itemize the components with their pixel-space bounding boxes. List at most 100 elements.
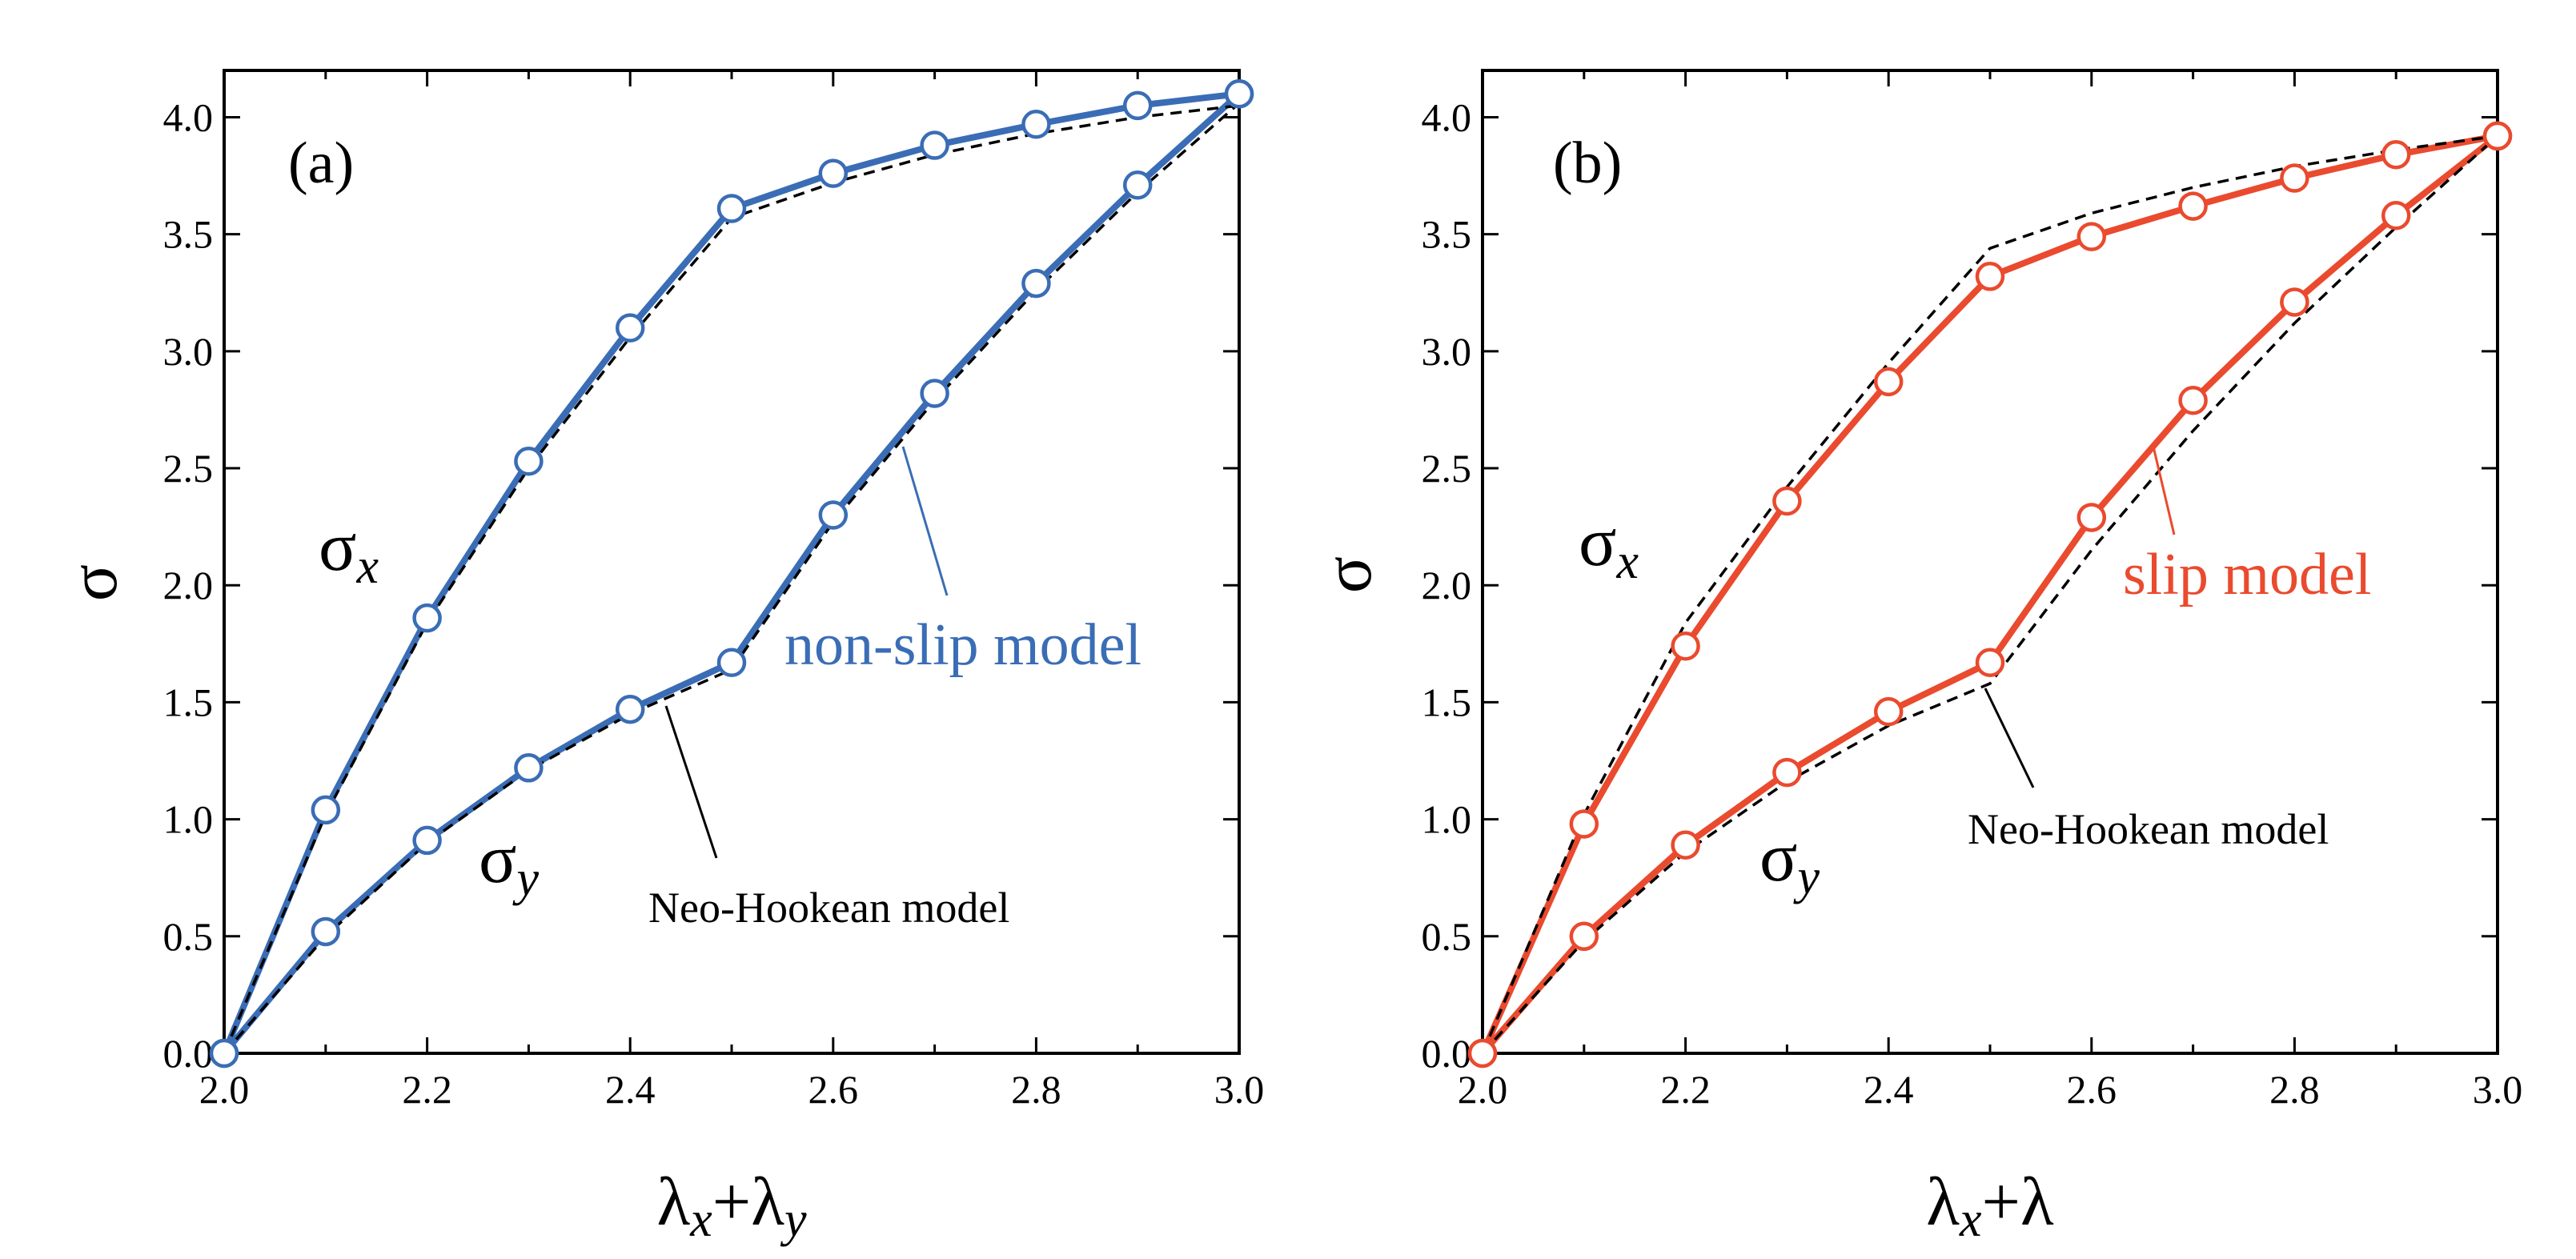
data-point [1569,921,1599,952]
neo-leader-line [664,705,718,859]
x-title-plus-lambda: +λ [1982,1163,2055,1240]
data-point [1873,367,1904,397]
y-tick-label: 0.5 [163,914,214,959]
data-point [818,158,849,188]
sigma-y-main: σ [479,820,516,898]
data-point [514,447,544,476]
data-point [1122,90,1153,121]
x-tick-label: 2.6 [2067,1067,2117,1112]
neo-hookean-line [1481,134,2499,1055]
sigma-x-sub: x [355,539,379,594]
sigma-y-label: σy [479,820,539,906]
x-title-lambda: λ [1926,1163,1960,1240]
data-point [1122,170,1153,200]
data-point [1671,830,1700,860]
panel-label: (a) [288,130,354,196]
x-tick-label: 2.0 [199,1067,250,1112]
sigma-y-label: σy [1759,819,1820,904]
neo-leader-line [1984,688,2035,788]
sigma-x-label: σx [1579,503,1639,589]
y-tick-label: 1.0 [1422,797,1472,842]
data-point [1975,648,2005,677]
data-point [1873,696,1904,727]
x-title-plus-lambda: +λ [712,1163,785,1240]
sigma-x-main: σ [1579,503,1616,581]
data-point [818,500,849,530]
data-point [2482,121,2513,151]
data-point [2076,503,2107,532]
sigma-x-main: σ [319,508,356,586]
data-point [2381,201,2411,231]
x-tick-label: 2.8 [2269,1067,2320,1112]
y-tick-label: 3.5 [1422,212,1472,257]
x-tick-label: 2.2 [402,1067,452,1112]
data-point [1021,109,1051,139]
model-leader-line [901,446,949,596]
y-tick-label: 2.0 [1422,563,1472,607]
data-point [1467,1038,1498,1069]
data-point [2280,163,2309,193]
data-point [1671,632,1700,661]
data-point [2178,386,2208,415]
y-tick-label: 0.5 [1422,914,1472,959]
x-tick-label: 3.0 [2473,1067,2523,1112]
data-point [1772,757,1802,788]
x-tick-label: 2.4 [1864,1067,1914,1112]
x-title-sub1: x [1959,1193,1982,1247]
y-tick-label: 1.0 [163,797,214,842]
data-point [1975,262,2005,291]
data-point [514,753,544,783]
y-tick-label: 4.0 [1422,94,1472,139]
x-axis-title: λx+λ [1926,1163,2054,1247]
neo-hookean-label: Neo-Hookean model [1968,805,2329,853]
data-point [1224,78,1254,109]
data-point [412,825,442,856]
y-tick-label: 1.5 [163,680,214,724]
y-tick-label: 2.5 [1422,446,1472,491]
data-point [1772,486,1802,516]
neo-hookean-label: Neo-Hookean model [648,884,1009,932]
y-tick-label: 2.5 [163,446,214,491]
model-label: non-slip model [784,612,1142,678]
panel-b: 2.0 2.2 2.4 2.6 2.8 3.0 0.0 0.5 1.0 1.5 2.0 2.5 3.0 3… [1309,69,2523,1247]
model-label: slip model [2123,542,2371,607]
x-tick-label: 2.4 [605,1067,656,1112]
data-point [2280,287,2309,317]
y-tick-label: 0.0 [163,1031,214,1076]
panel-label: (b) [1553,130,1622,196]
data-point [716,648,747,677]
data-point [209,1038,239,1069]
x-tick-label: 3.0 [1214,1067,1265,1112]
x-tick-label: 2.0 [1458,1067,1508,1112]
axis-ticks: 2.0 2.2 2.4 2.6 2.8 3.0 0.0 0.5 1.0 1.5 2.0 2.5 3.0 3… [163,70,1265,1112]
data-point [1569,809,1599,839]
panel-a: 2.0 2.2 2.4 2.6 2.8 3.0 0.0 0.5 1.0 1.5 2.0 2.5 3.0 3… [54,69,1265,1247]
series-markers [209,78,1254,1069]
data-point [2178,191,2208,221]
y-tick-label: 4.0 [163,94,214,139]
x-tick-label: 2.2 [1660,1067,1711,1112]
data-point [920,130,949,160]
x-title-sub1: x [689,1193,712,1247]
y-tick-label: 3.0 [163,329,214,374]
y-tick-label: 3.0 [1422,329,1472,374]
y-axis-title: σ [54,564,131,601]
x-tick-label: 2.8 [1011,1067,1061,1112]
series-markers [1467,121,2513,1069]
y-axis-title: σ [1309,556,1386,593]
y-tick-label: 1.5 [1422,680,1472,724]
x-tick-label: 2.6 [809,1067,859,1112]
data-point [412,603,442,633]
x-axis-title: λx+λy [657,1163,807,1247]
neo-hookean-line [1481,134,2498,1054]
data-point [2381,140,2411,170]
data-point [1021,268,1051,299]
x-title-lambda: λ [657,1163,691,1240]
data-point [716,194,747,223]
x-title-sub2: y [780,1193,807,1247]
data-point [920,379,949,408]
data-point [615,313,645,343]
data-point [2076,222,2107,251]
data-point [615,694,645,724]
